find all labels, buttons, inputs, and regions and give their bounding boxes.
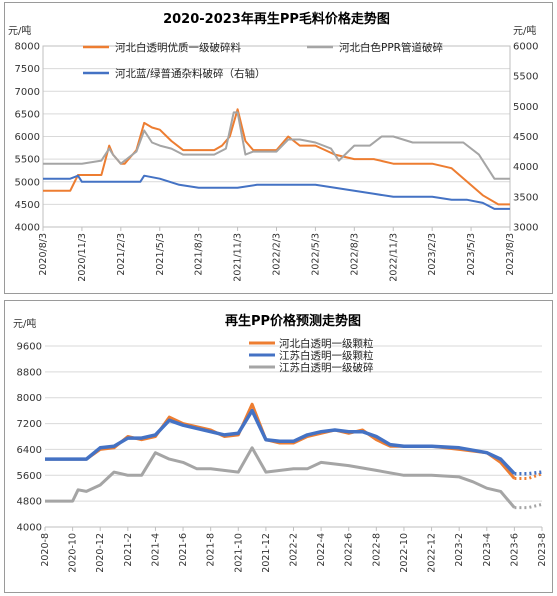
x-tick-label: 2021/5/3	[155, 233, 166, 276]
y-tick-label-left: 6000	[15, 132, 40, 143]
y-tick-label: 8800	[17, 367, 42, 378]
x-tick-label: 2022-8	[371, 533, 382, 567]
x-tick-label: 2023-8	[537, 533, 548, 567]
x-tick-label: 2020-8	[40, 533, 51, 567]
y-tick-label: 5600	[17, 471, 42, 482]
x-tick-label: 2022/8/3	[349, 233, 360, 276]
x-tick-label: 2022-10	[399, 533, 410, 573]
y-tick-label: 4800	[17, 497, 42, 508]
series-forecast-2	[514, 470, 543, 476]
x-tick-label: 2022/11/3	[388, 233, 399, 282]
y-tick-label-right: 3000	[513, 223, 538, 234]
x-tick-label: 2021/2/3	[116, 233, 127, 276]
series-line-3	[43, 174, 510, 210]
legend-label-3: 江苏白透明一级破碎	[279, 361, 374, 374]
x-tick-label: 2020-10	[68, 533, 79, 573]
y-tick-label-right: 4500	[513, 132, 538, 143]
y-tick-label: 4000	[17, 523, 42, 534]
y-tick-label-right: 5000	[513, 102, 538, 113]
y-tick-label: 9600	[17, 342, 42, 353]
y-tick-label-right: 6000	[513, 42, 538, 53]
x-tick-label: 2022/2/3	[272, 233, 283, 276]
chart-bottom-panel: 再生PP价格预测走势图 元/吨 4000 4800 5600 6400 7200 8000 88…	[4, 300, 553, 593]
y-tick-label: 7200	[17, 419, 42, 430]
x-tick-label: 2021-2	[123, 533, 134, 567]
legend-label-2: 河北白色PPR管道破碎	[339, 41, 443, 54]
legend-label-3: 河北蓝/绿普通杂料破碎（右轴）	[115, 67, 266, 80]
x-tick-label: 2023-6	[509, 533, 520, 567]
y-tick-label-left: 8000	[15, 42, 40, 53]
x-tick-label: 2021-12	[261, 533, 272, 573]
series-forecast-3	[514, 502, 543, 510]
y-tick-label: 6400	[17, 445, 42, 456]
series-line-3	[45, 446, 516, 509]
chart-title: 2020-2023年再生PP毛料价格走势图	[163, 11, 390, 27]
chart-title: 再生PP价格预测走势图	[225, 313, 361, 329]
x-tick-label: 2021-6	[178, 533, 189, 567]
x-tick-label: 2022-4	[316, 533, 327, 567]
x-tick-label: 2021/11/3	[233, 233, 244, 282]
legend-label-1: 河北白透明优质一级破碎料	[115, 41, 241, 54]
y-tick-label-left: 4000	[15, 223, 40, 234]
x-tick-label: 2023-2	[454, 533, 465, 567]
legend-label-1: 河北白透明一级颗粒	[279, 337, 374, 350]
series-line-2	[43, 111, 510, 180]
x-tick-label: 2022-12	[427, 533, 438, 573]
y-axis-label-right: 元/吨	[513, 24, 536, 37]
series-forecast-1	[514, 472, 543, 480]
y-tick-label-left: 7000	[15, 87, 40, 98]
x-tick-label: 2022/5/3	[310, 233, 321, 276]
y-tick-label-left: 4500	[15, 200, 40, 211]
x-tick-label: 2020/11/3	[77, 233, 88, 282]
series-line-2	[45, 408, 516, 475]
x-tick-label: 2022-2	[289, 533, 300, 567]
x-tick-label: 2021-4	[150, 533, 161, 567]
x-tick-label: 2023/8/3	[505, 233, 516, 276]
y-tick-label-left: 7500	[15, 64, 40, 75]
x-tick-label: 2020/8/3	[38, 233, 49, 276]
x-tick-label: 2023/2/3	[427, 233, 438, 276]
legend-label-2: 江苏白透明一级颗粒	[279, 349, 374, 362]
x-tick-label: 2020-12	[95, 533, 106, 573]
y-tick-label-left: 5500	[15, 155, 40, 166]
y-tick-label-right: 5500	[513, 72, 538, 83]
x-tick-label: 2021-10	[233, 533, 244, 573]
x-tick-label: 2023-4	[482, 533, 493, 567]
chart-top-panel: 2020-2023年再生PP毛料价格走势图元/吨 元/吨 4000 4500 5000 5…	[4, 2, 553, 294]
y-tick-label: 8000	[17, 393, 42, 404]
x-tick-label: 2021/8/3	[194, 233, 205, 276]
x-tick-label: 2023/5/3	[466, 233, 477, 276]
y-tick-label-right: 4000	[513, 162, 538, 173]
chart-bottom: 再生PP价格预测走势图 元/吨 4000 4800 5600 6400 7200 8000 88…	[13, 313, 548, 573]
y-axis-label: 元/吨	[13, 317, 36, 330]
x-tick-label: 2022-6	[344, 533, 355, 567]
y-axis-label-left: 元/吨	[8, 24, 31, 37]
y-tick-label-left: 5000	[15, 177, 40, 188]
series-line-1	[43, 108, 510, 206]
y-tick-label-right: 3500	[513, 192, 538, 203]
y-tick-label-left: 6500	[15, 109, 40, 120]
x-tick-label: 2021-8	[206, 533, 217, 567]
